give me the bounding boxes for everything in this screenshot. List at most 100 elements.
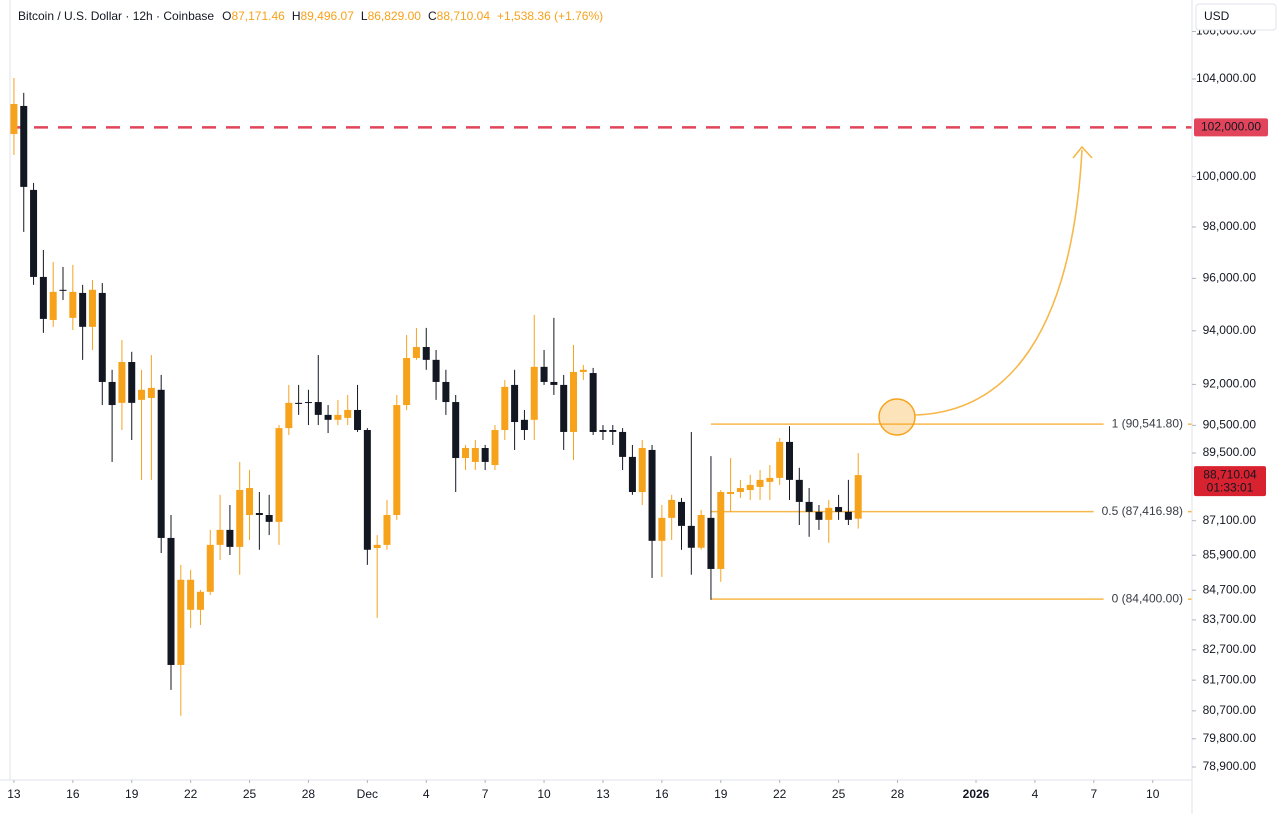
field-key: H — [292, 9, 301, 23]
candle-body — [216, 529, 224, 545]
x-tick-label: 7 — [482, 787, 489, 801]
candle-body — [344, 409, 352, 418]
candle-body — [30, 189, 38, 277]
countdown-label: 01:33:01 — [1207, 480, 1254, 494]
y-tick-label: 90,500.00 — [1203, 418, 1257, 432]
candle-body — [540, 366, 548, 382]
candle-body — [452, 402, 460, 459]
currency-label: USD — [1204, 9, 1230, 23]
candle-body — [314, 402, 322, 415]
candle-body — [678, 501, 686, 526]
projection-arrow — [914, 149, 1083, 416]
field-value: 87,171.46 — [231, 9, 285, 23]
candle-body — [727, 491, 735, 494]
candle-body — [393, 405, 401, 516]
x-tick-label: 16 — [66, 787, 80, 801]
fib-label: 1 (90,541.80) — [1112, 416, 1183, 430]
candle-body — [599, 430, 607, 432]
candle-body — [138, 389, 146, 400]
candle-body — [363, 430, 371, 550]
y-tick-label: 87,100.00 — [1203, 513, 1257, 527]
symbol: Bitcoin / U.S. Dollar · 12h · Coinbase — [18, 9, 214, 23]
candle-body — [736, 488, 744, 492]
y-tick-label: 98,000.00 — [1203, 219, 1257, 233]
target-circle — [878, 398, 916, 436]
candle-body — [196, 591, 204, 610]
candle-body — [844, 511, 852, 520]
candle-body — [373, 544, 381, 549]
candle-body — [206, 544, 214, 592]
y-tick-label: 92,000.00 — [1203, 377, 1257, 391]
x-tick-label: 22 — [184, 787, 198, 801]
candle-body — [471, 448, 479, 462]
candle-body — [69, 291, 77, 318]
candle-body — [128, 362, 136, 403]
field-value: 89,496.07 — [301, 9, 355, 23]
candle-body — [255, 513, 263, 516]
candle-body — [442, 381, 450, 403]
candle-body — [550, 381, 558, 385]
field-key: L — [361, 9, 368, 23]
candle-body — [648, 449, 656, 541]
candle-body — [10, 104, 18, 134]
field-key: C — [428, 9, 437, 23]
y-tick-label: 82,700.00 — [1203, 642, 1257, 656]
x-tick-label: 25 — [243, 787, 257, 801]
y-tick-label: 85,900.00 — [1203, 547, 1257, 561]
candle-body — [88, 289, 96, 327]
candle-body — [118, 362, 126, 403]
change: +1,538.36 (+1.76%) — [497, 9, 603, 23]
candle-body — [59, 289, 67, 291]
candle-body — [854, 475, 862, 519]
candle-body — [79, 292, 87, 327]
x-tick-label: 13 — [7, 787, 21, 801]
field-value: 86,829.00 — [368, 9, 422, 23]
candle-body — [668, 499, 676, 518]
candle-body — [589, 373, 597, 432]
field-key: O — [222, 9, 231, 23]
candle-body — [570, 371, 578, 432]
candle-body — [304, 402, 312, 404]
candle-body — [579, 369, 587, 372]
x-tick-label: 13 — [596, 787, 610, 801]
candle-body — [275, 428, 283, 522]
x-tick-label: 16 — [655, 787, 669, 801]
candle-body — [766, 477, 774, 482]
arrow-head — [1072, 145, 1093, 159]
candle-body — [491, 430, 499, 466]
x-tick-label: 28 — [891, 787, 905, 801]
candle-body — [481, 448, 489, 462]
last-price-label: 88,710.04 — [1203, 467, 1257, 481]
x-tick-label: 22 — [773, 787, 787, 801]
candle-body — [39, 276, 47, 319]
candle-body — [226, 529, 234, 547]
candle-body — [236, 490, 244, 547]
y-tick-label: 89,500.00 — [1203, 445, 1257, 459]
candle-body — [49, 291, 57, 320]
x-tick-label: 10 — [1146, 787, 1160, 801]
last-price-box — [1194, 466, 1266, 497]
candle-body — [187, 579, 195, 610]
candle-body — [167, 537, 175, 665]
level-price-label: 102,000.00 — [1201, 120, 1261, 134]
candle-body — [795, 479, 803, 502]
candle-body — [805, 501, 813, 512]
x-tick-label: 25 — [832, 787, 846, 801]
candle-body — [383, 515, 391, 545]
y-tick-label: 84,700.00 — [1203, 582, 1257, 596]
candle-body — [638, 448, 646, 492]
candle-body — [354, 409, 362, 431]
level-price-box — [1194, 118, 1268, 137]
candle-body — [98, 292, 106, 382]
candle-body — [697, 515, 705, 548]
candle-body — [147, 387, 155, 398]
y-tick-label: 100,000.00 — [1196, 169, 1256, 183]
candle-body — [108, 381, 116, 406]
candle-body — [334, 414, 342, 420]
y-tick-label: 81,700.00 — [1203, 672, 1257, 686]
candle-body — [501, 386, 509, 431]
fib-label: 0 (84,400.00) — [1112, 591, 1183, 605]
candle-body — [403, 357, 411, 406]
y-tick-label: 104,000.00 — [1196, 71, 1256, 85]
x-tick-label: 4 — [423, 787, 430, 801]
